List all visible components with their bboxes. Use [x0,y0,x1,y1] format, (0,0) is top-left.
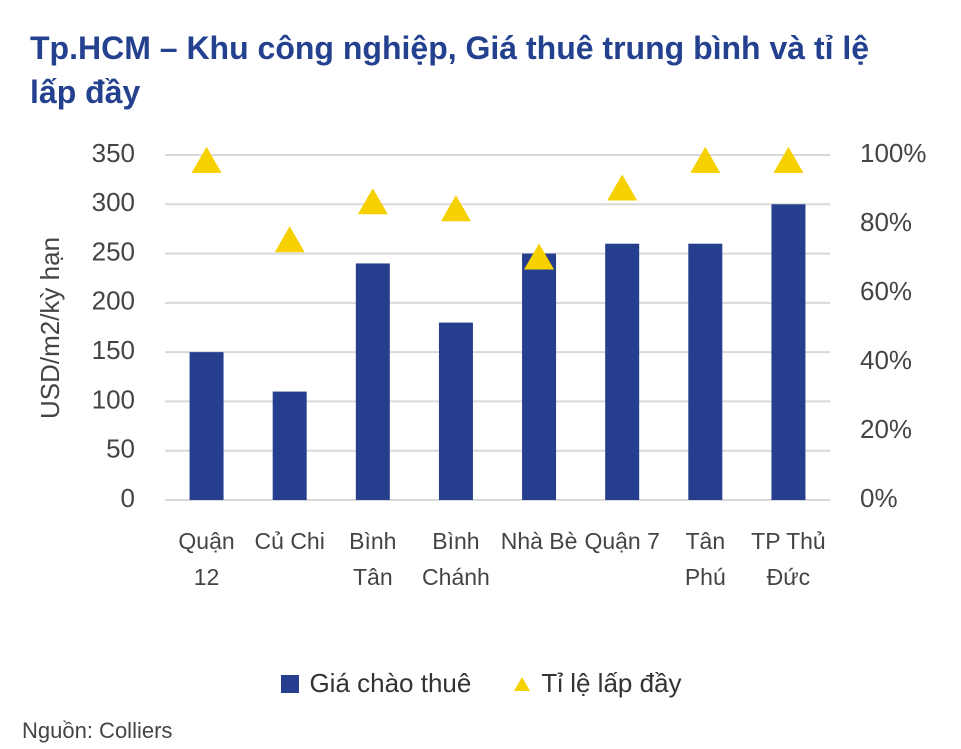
legend-item: Giá chào thuê [279,668,471,699]
legend-swatch [281,674,300,693]
bar [605,243,640,500]
legend-swatch [514,676,531,691]
bar [522,253,557,500]
legend-swatch-shape [514,676,531,691]
legend: Giá chào thuê Tỉ lệ lấp đầy [0,668,961,699]
y2-tick-label: 20% [860,414,912,444]
x-tick-label: Tân Phú [684,528,726,590]
marker [357,188,388,215]
marker [440,195,471,222]
y-tick-label: 300 [92,187,135,217]
legend-swatch-shape [281,674,300,693]
marker [524,243,555,270]
x-tick-label: Quận 12 [178,528,235,590]
y-tick-label: 350 [92,138,135,168]
x-tick-label: Bình Chánh [422,528,490,590]
bar [688,243,723,500]
bar [272,391,307,500]
y2-tick-label: 80% [860,207,912,237]
x-tick-label: TP Thủ Đức [751,528,826,590]
x-tick-label: Bình Tân [349,528,397,590]
y-tick-label: 0 [121,483,135,513]
y-tick-label: 100 [92,384,135,414]
y2-tick-label: 40% [860,345,912,375]
marker [274,226,305,253]
bar [771,204,806,501]
legend-label: Giá chào thuê [309,668,472,698]
source: Nguồn: Colliers [22,718,173,743]
bar [189,352,224,500]
x-tick-label: Quận 7 [584,528,660,554]
marker [773,146,804,173]
x-tick-label: Nhà Bè [500,528,578,554]
marker [607,174,638,201]
y2-tick-label: 100% [860,138,927,168]
y2-tick-label: 60% [860,276,912,306]
x-tick-label: Củ Chi [254,528,325,554]
legend-item: Tỉ lệ lấp đầy [511,668,682,699]
y-axis-label: USD/m2/kỳ hạn [35,237,65,419]
bar [438,322,473,500]
y2-tick-label: 0% [860,483,898,513]
marker [191,146,222,173]
y-tick-label: 150 [92,335,135,365]
legend-label: Tỉ lệ lấp đầy [541,668,682,698]
y-tick-label: 250 [92,236,135,266]
chart-title: Tp.HCM – Khu công nghiệp, Giá thuê trung… [30,30,870,110]
marker [690,146,721,173]
bar [355,263,390,500]
y-tick-label: 50 [106,434,135,464]
y-tick-label: 200 [92,286,135,316]
